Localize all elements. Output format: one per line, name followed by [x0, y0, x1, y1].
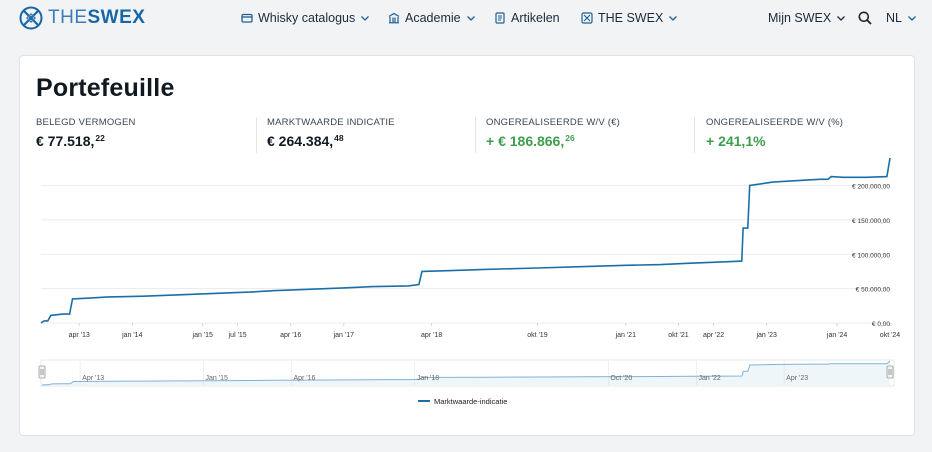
legend-label: Marktwaarde-indicatie: [434, 397, 507, 406]
chevron-down-icon: [907, 13, 917, 23]
nav-whisky-label: Whisky catalogus: [258, 11, 356, 25]
stat-label: MARKTWAARDE INDICATIE: [267, 117, 395, 128]
x-tick-label: apr '16: [280, 332, 301, 339]
chevron-down-icon: [466, 13, 476, 23]
y-tick-label: € 50.000,00: [856, 287, 891, 294]
search-button[interactable]: [858, 9, 872, 27]
navigator-tick-label: Oct '20: [610, 375, 632, 382]
portfolio-chart: apr '13 jan '14 jan '15 jul '15 apr '16 jan '…: [38, 157, 901, 406]
nav-academie[interactable]: Academie: [388, 9, 476, 27]
x-axis-labels: apr '13 jan '14 jan '15 jul '15 apr '16 jan '…: [69, 332, 901, 339]
language-selector[interactable]: NL: [886, 9, 917, 27]
stat-ongerealiseerd-eur: ONGEREALISEERDE W/V (€) + € 186.866,26: [486, 117, 620, 157]
stat-value: € 77.518,22: [36, 133, 105, 149]
portfolio-card: Portefeuille BELEGD VERMOGEN € 77.518,22…: [19, 55, 915, 436]
stat-belegd-vermogen: BELEGD VERMOGEN € 77.518,22: [36, 117, 136, 157]
stat-ongerealiseerd-pct: ONGEREALISEERDE W/V (%) + 241,1%: [706, 117, 843, 157]
search-icon: [858, 11, 872, 25]
nav-the-swex[interactable]: THE SWEX: [581, 9, 678, 27]
stat-marktwaarde: MARKTWAARDE INDICATIE € 264.384,48: [267, 117, 395, 157]
navigator-tick-label: Jan '22: [698, 375, 720, 382]
divider: [256, 117, 257, 153]
academy-icon: [388, 12, 400, 24]
x-tick-label: jan '14: [121, 332, 143, 339]
nav-artikelen[interactable]: Artikelen: [494, 9, 560, 27]
stat-label: BELEGD VERMOGEN: [36, 117, 136, 128]
x-tick-label: jan '15: [192, 332, 214, 339]
swex-logo-icon: [19, 6, 43, 30]
x-tick-label: okt '24: [880, 332, 901, 339]
chevron-down-icon: [360, 13, 370, 23]
stat-value: + 241,1%: [706, 133, 766, 149]
x-tick-label: jan '24: [826, 332, 848, 339]
x-tick-label: jul '15: [228, 332, 247, 339]
divider: [694, 117, 695, 153]
nav-academie-label: Academie: [405, 11, 461, 25]
brand-logo[interactable]: THE SWEX: [19, 6, 145, 30]
nav-the-swex-label: THE SWEX: [598, 11, 664, 25]
x-tick-label: apr '22: [703, 332, 724, 339]
page-title: Portefeuille: [36, 74, 175, 102]
chart-grid: [41, 185, 891, 326]
chart-legend[interactable]: Marktwaarde-indicatie: [418, 397, 507, 406]
swex-mark-icon: [581, 12, 593, 24]
x-tick-label: jan '23: [755, 332, 777, 339]
x-tick-label: okt '21: [668, 332, 689, 339]
navigator-labels: Apr '13 Jan '15 Apr '16 Jan '18 Oct '20 Jan '…: [82, 375, 808, 382]
x-tick-label: apr '13: [69, 332, 90, 339]
navigator-tick-label: Apr '13: [82, 375, 104, 382]
navigator-tick-label: Jan '15: [206, 375, 228, 382]
chart-navigator[interactable]: Apr '13 Jan '15 Apr '16 Jan '18 Oct '20 Jan '…: [38, 359, 895, 387]
y-tick-label: € 200.000,00: [852, 184, 890, 191]
navigator-series-area: [42, 361, 890, 385]
nav-mijn-swex-label: Mijn SWEX: [768, 11, 832, 25]
navigator-grid: [79, 361, 785, 385]
document-icon: [494, 12, 506, 24]
x-tick-label: apr '18: [421, 332, 442, 339]
navigator-handle-left[interactable]: [38, 365, 46, 379]
chevron-down-icon: [668, 13, 678, 23]
grip-icon: [888, 369, 892, 375]
bottle-icon: [241, 12, 253, 24]
navigator-handle-right[interactable]: [886, 365, 894, 379]
series-line-marktwaarde: [40, 157, 891, 324]
stat-value: + € 186.866,26: [486, 133, 575, 149]
top-navigation: THE SWEX Whisky catalogus Academie Artike…: [0, 0, 932, 38]
nav-artikelen-label: Artikelen: [511, 11, 560, 25]
y-tick-label: € 0,00: [872, 321, 890, 328]
stat-label: ONGEREALISEERDE W/V (%): [706, 117, 844, 128]
nav-mijn-swex[interactable]: Mijn SWEX: [768, 9, 846, 27]
grip-icon: [40, 369, 44, 375]
chevron-down-icon: [836, 13, 846, 23]
navigator-tick-label: Apr '23: [786, 375, 808, 382]
x-tick-label: jan '17: [333, 332, 355, 339]
x-tick-label: jan '21: [615, 332, 637, 339]
x-tick-label: okt '19: [527, 332, 548, 339]
y-axis-labels: € 0,00 € 50.000,00 € 100.000,00 € 150.000,0…: [852, 184, 890, 329]
nav-whisky-catalogus[interactable]: Whisky catalogus: [241, 9, 370, 27]
navigator-tick-label: Jan '18: [417, 375, 439, 382]
navigator-tick-label: Apr '16: [293, 375, 315, 382]
stat-value: € 264.384,48: [267, 133, 344, 149]
y-tick-label: € 100.000,00: [852, 252, 890, 259]
navigator-series-line: [41, 360, 891, 386]
brand-the: THE: [48, 7, 88, 28]
stat-label: ONGEREALISEERDE W/V (€): [486, 117, 620, 128]
brand-swex: SWEX: [87, 7, 146, 28]
divider: [475, 117, 476, 153]
y-tick-label: € 150.000,00: [852, 218, 890, 225]
language-label: NL: [886, 11, 902, 25]
